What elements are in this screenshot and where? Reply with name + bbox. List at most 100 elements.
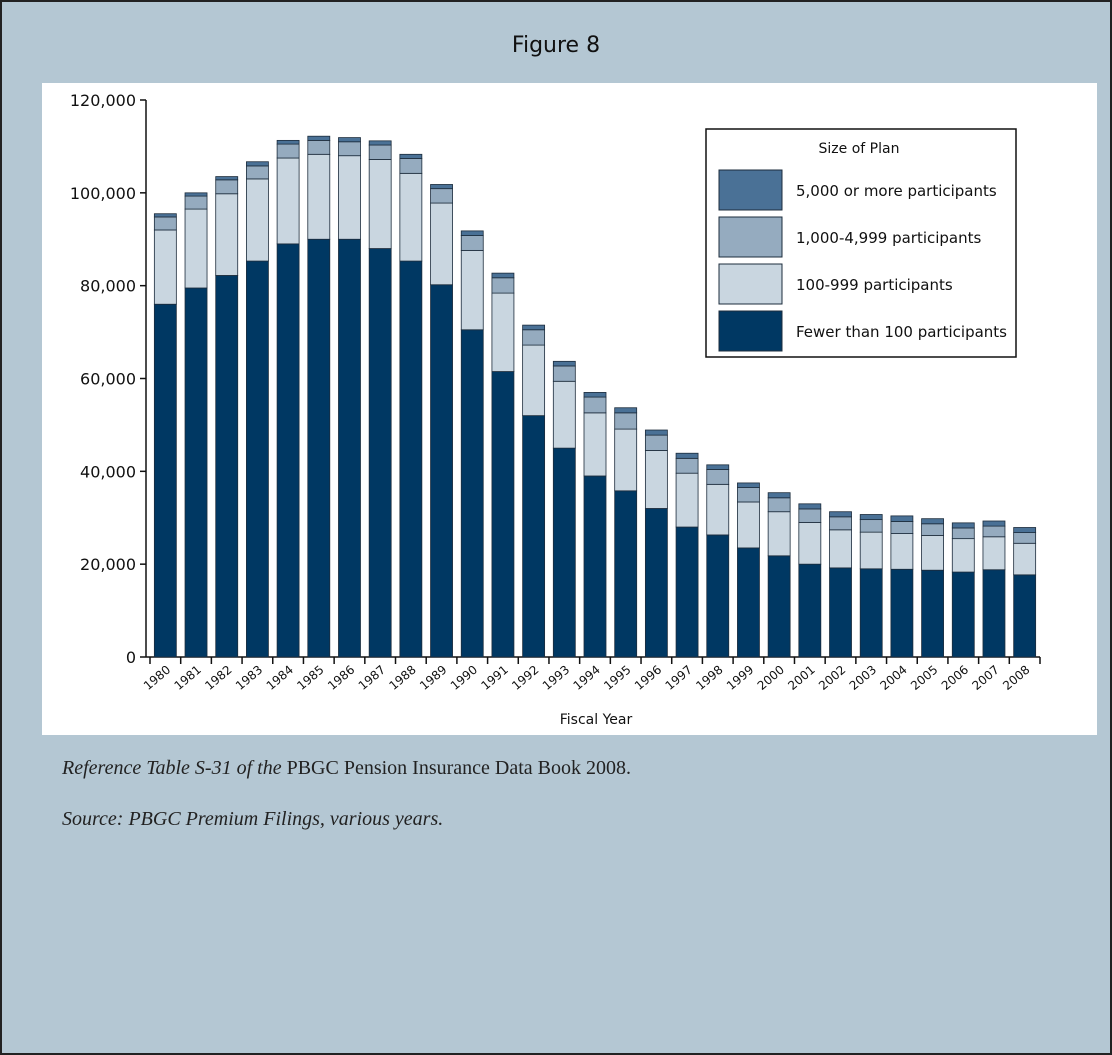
bar-segment: [737, 501, 760, 549]
legend-swatch: [718, 216, 783, 258]
bar-segment: [552, 380, 576, 449]
bar-segment: [1013, 574, 1037, 658]
bar-segment: [890, 521, 914, 534]
bar-segment: [430, 188, 453, 204]
y-tick-label: 60,000: [80, 370, 136, 389]
bar-segment: [859, 514, 883, 521]
bar-segment: [552, 365, 576, 382]
bar-segment: [460, 329, 484, 658]
bar-segment: [399, 158, 423, 174]
bar-segment: [399, 172, 423, 262]
bar-segment: [890, 568, 914, 658]
bar-segment: [276, 143, 300, 159]
bar-segment: [951, 571, 975, 658]
bar-segment: [1013, 527, 1037, 534]
bar-segment: [1013, 542, 1037, 576]
bar-segment: [522, 324, 546, 331]
bar-segment: [675, 526, 699, 658]
bar-segment: [552, 447, 576, 658]
y-tick-label: 20,000: [80, 555, 136, 574]
bar-segment: [583, 412, 607, 477]
legend-label: 100-999 participants: [796, 276, 953, 294]
bar-segment: [921, 518, 944, 525]
bar-segment: [829, 567, 852, 658]
bar-segment: [583, 396, 607, 414]
chart-title: Figure 8: [512, 33, 600, 58]
bar-segment: [675, 452, 699, 459]
y-tick-label: 0: [126, 648, 136, 667]
bar-segment: [276, 157, 300, 245]
bar-segment: [307, 238, 331, 658]
legend-swatch: [718, 310, 783, 352]
bar-segment: [951, 522, 975, 529]
reference-roman: PBGC Pension Insurance Data Book 2008.: [286, 757, 631, 779]
bar-segment: [215, 193, 239, 276]
y-tick-label: 120,000: [70, 91, 136, 110]
bar-segment: [737, 482, 760, 488]
bar-segment: [798, 563, 822, 658]
bar-segment: [767, 497, 791, 513]
bar-segment: [767, 555, 791, 658]
bar-segment: [737, 487, 760, 503]
reference-note: Reference Table S-31 of the PBGC Pension…: [62, 757, 631, 780]
bar-segment: [246, 178, 269, 262]
bar-segment: [307, 153, 331, 240]
bar-segment: [890, 515, 914, 522]
legend-label: 5,000 or more participants: [796, 182, 997, 200]
bar-segment: [614, 490, 638, 658]
bar-segment: [338, 155, 361, 240]
bar-segment: [675, 472, 699, 528]
bar-segment: [767, 492, 791, 499]
legend-label: Fewer than 100 participants: [796, 323, 1007, 341]
bar-segment: [982, 569, 1006, 658]
bar-segment: [829, 529, 852, 569]
x-axis-label: Fiscal Year: [560, 712, 633, 728]
legend-swatch: [718, 263, 783, 305]
bar-segment: [491, 272, 515, 279]
bar-segment: [921, 534, 944, 571]
bar-segment: [644, 429, 668, 436]
bar-segment: [798, 503, 822, 510]
bar-segment: [338, 137, 361, 143]
bar-segment: [982, 536, 1006, 571]
bar-segment: [430, 284, 453, 658]
bar-segment: [890, 533, 914, 570]
bar-segment: [767, 511, 791, 557]
bar-segment: [798, 521, 822, 565]
bar-segment: [982, 520, 1006, 527]
bar-segment: [859, 519, 883, 533]
bar-segment: [583, 475, 607, 658]
bar-segment: [706, 534, 730, 658]
y-tick-label: 40,000: [80, 462, 136, 481]
bar-segment: [246, 161, 269, 167]
bar-segment: [399, 260, 423, 658]
bar-segment: [921, 569, 944, 658]
bar-segment: [644, 508, 668, 658]
source-note: Source: PBGC Premium Filings, various ye…: [62, 808, 444, 830]
bar-segment: [829, 516, 852, 531]
bar-segment: [246, 260, 269, 658]
bar-segment: [215, 275, 239, 658]
bar-segment: [583, 392, 607, 398]
bar-segment: [951, 538, 975, 573]
bar-segment: [215, 179, 239, 195]
reference-italic: Reference Table S-31 of the: [62, 757, 282, 779]
bar-segment: [491, 292, 515, 372]
bar-segment: [307, 139, 331, 155]
bar-segment: [184, 192, 208, 197]
bar-segment: [153, 213, 177, 218]
legend-label: 1,000-4,999 participants: [796, 229, 982, 247]
bar-segment: [184, 208, 208, 289]
bar-segment: [246, 165, 269, 180]
bar-segment: [644, 450, 668, 509]
bar-segment: [706, 483, 730, 536]
bar-segment: [368, 248, 392, 658]
bar-segment: [644, 434, 668, 451]
bar-segment: [368, 159, 392, 249]
bar-segment: [153, 303, 177, 658]
bar-segment: [153, 229, 177, 305]
bar-segment: [307, 135, 331, 141]
bar-segment: [859, 531, 883, 570]
